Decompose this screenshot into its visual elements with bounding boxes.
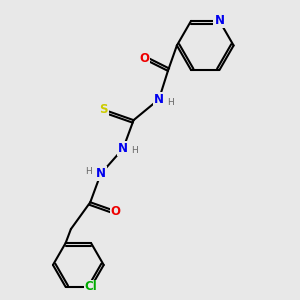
Text: H: H — [85, 167, 92, 176]
Text: H: H — [131, 146, 138, 155]
Text: S: S — [100, 103, 108, 116]
Text: O: O — [139, 52, 149, 65]
Text: H: H — [167, 98, 174, 107]
Text: O: O — [111, 205, 121, 218]
Text: N: N — [154, 93, 164, 106]
Text: N: N — [214, 14, 224, 27]
Text: N: N — [96, 167, 106, 180]
Text: Cl: Cl — [85, 280, 98, 293]
Text: N: N — [118, 142, 128, 155]
